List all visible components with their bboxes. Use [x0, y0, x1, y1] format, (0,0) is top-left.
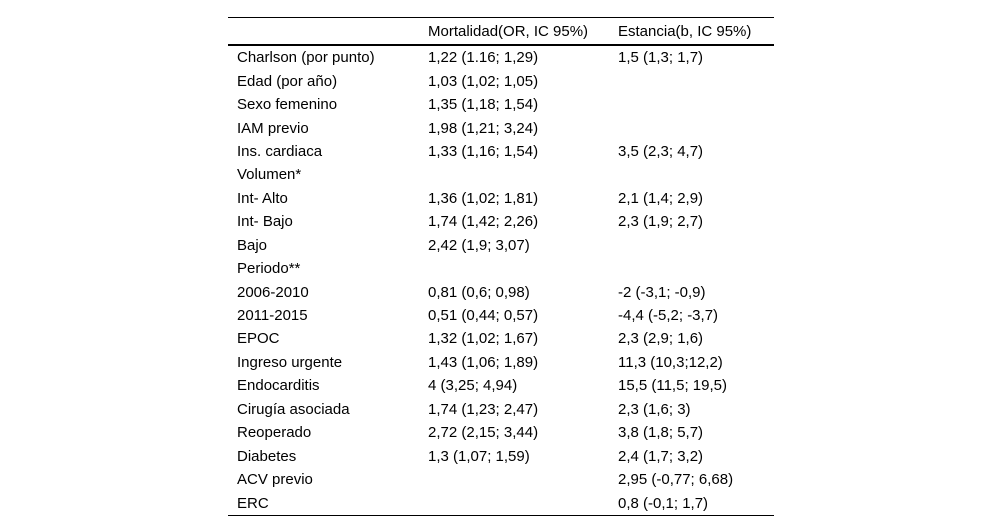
row-label: 2011-2015 — [237, 307, 308, 325]
mortalidad-value: 1,33 (1,16; 1,54) — [428, 142, 539, 160]
mortalidad-value: 1,32 (1,02; 1,67) — [428, 330, 539, 348]
estancia-value: -2 (-3,1; -0,9) — [618, 283, 706, 301]
table-row: Int- Alto 1,36 (1,02; 1,81) 2,1 (1,4; 2,… — [228, 187, 774, 210]
mortalidad-value: 1,36 (1,02; 1,81) — [428, 189, 539, 207]
table-row: Sexo femenino 1,35 (1,18; 1,54) — [228, 93, 774, 116]
mortalidad-value: 2,72 (2,15; 3,44) — [428, 424, 539, 442]
estancia-value — [618, 163, 774, 186]
row-label: Charlson (por punto) — [237, 49, 375, 67]
header-mortalidad: Mortalidad(OR, IC 95%) — [428, 22, 589, 40]
results-table: Mortalidad(OR, IC 95%) Estancia(b, IC 95… — [228, 17, 774, 516]
row-label: Volumen* — [237, 166, 302, 184]
row-label: Cirugía asociada — [237, 400, 350, 418]
estancia-value: 1,5 (1,3; 1,7) — [618, 49, 704, 67]
estancia-value — [618, 257, 774, 280]
estancia-value: 2,4 (1,7; 3,2) — [618, 447, 704, 465]
row-label: Edad (por año) — [237, 72, 338, 90]
mortalidad-value: 1,74 (1,23; 2,47) — [428, 400, 539, 418]
table-row: Ins. cardiaca 1,33 (1,16; 1,54) 3,5 (2,3… — [228, 140, 774, 163]
table-row: Charlson (por punto) 1,22 (1.16; 1,29) 1… — [228, 45, 774, 69]
table-row: IAM previo 1,98 (1,21; 3,24) — [228, 116, 774, 139]
estancia-value — [618, 116, 774, 139]
row-label: EPOC — [237, 330, 280, 348]
row-label: IAM previo — [237, 119, 309, 137]
table-row: Volumen* — [228, 163, 774, 186]
table-row: Periodo** — [228, 257, 774, 280]
table-row: Edad (por año) 1,03 (1,02; 1,05) — [228, 69, 774, 92]
table-row: ERC 0,8 (-0,1; 1,7) — [228, 491, 774, 515]
table-row: EPOC 1,32 (1,02; 1,67) 2,3 (2,9; 1,6) — [228, 327, 774, 350]
estancia-value: 0,8 (-0,1; 1,7) — [618, 494, 709, 512]
mortalidad-value — [428, 257, 618, 280]
table-row: Bajo 2,42 (1,9; 3,07) — [228, 234, 774, 257]
estancia-value — [618, 69, 774, 92]
row-label: ERC — [237, 494, 269, 512]
row-label: Sexo femenino — [237, 96, 338, 114]
mortalidad-value — [428, 468, 618, 491]
row-label: 2006-2010 — [237, 283, 309, 301]
row-label: Int- Alto — [237, 189, 288, 207]
mortalidad-value: 0,51 (0,44; 0,57) — [428, 307, 539, 325]
row-label: Bajo — [237, 236, 268, 254]
mortalidad-value — [428, 491, 618, 515]
estancia-value: 3,5 (2,3; 4,7) — [618, 142, 704, 160]
table-row: Ingreso urgente 1,43 (1,06; 1,89) 11,3 (… — [228, 351, 774, 374]
estancia-value — [618, 234, 774, 257]
table-row: 2006-2010 0,81 (0,6; 0,98) -2 (-3,1; -0,… — [228, 280, 774, 303]
mortalidad-value: 0,81 (0,6; 0,98) — [428, 283, 530, 301]
estancia-value: 15,5 (11,5; 19,5) — [618, 377, 727, 395]
estancia-value: 2,3 (1,9; 2,7) — [618, 213, 704, 231]
mortalidad-value — [428, 163, 618, 186]
estancia-value: 2,95 (-0,77; 6,68) — [618, 471, 734, 489]
estancia-value: 2,1 (1,4; 2,9) — [618, 189, 704, 207]
row-label: Diabetes — [237, 447, 297, 465]
estancia-value — [618, 93, 774, 116]
mortalidad-value: 2,42 (1,9; 3,07) — [428, 236, 530, 254]
table-row: Diabetes 1,3 (1,07; 1,59) 2,4 (1,7; 3,2) — [228, 444, 774, 467]
row-label: Ingreso urgente — [237, 353, 343, 371]
table-row: Cirugía asociada 1,74 (1,23; 2,47) 2,3 (… — [228, 398, 774, 421]
header-estancia: Estancia(b, IC 95%) — [618, 22, 752, 40]
table-row: Reoperado 2,72 (2,15; 3,44) 3,8 (1,8; 5,… — [228, 421, 774, 444]
mortalidad-value: 1,74 (1,42; 2,26) — [428, 213, 539, 231]
estancia-value: 11,3 (10,3;12,2) — [618, 353, 723, 371]
row-label: Int- Bajo — [237, 213, 293, 231]
table-row: Int- Bajo 1,74 (1,42; 2,26) 2,3 (1,9; 2,… — [228, 210, 774, 233]
table-row: Endocarditis 4 (3,25; 4,94) 15,5 (11,5; … — [228, 374, 774, 397]
header-empty-cell — [228, 18, 428, 46]
estancia-value: 3,8 (1,8; 5,7) — [618, 424, 704, 442]
mortalidad-value: 1,3 (1,07; 1,59) — [428, 447, 530, 465]
row-label: ACV previo — [237, 471, 313, 489]
mortalidad-value: 1,35 (1,18; 1,54) — [428, 96, 539, 114]
mortalidad-value: 1,22 (1.16; 1,29) — [428, 49, 539, 67]
results-table-container: Mortalidad(OR, IC 95%) Estancia(b, IC 95… — [228, 17, 774, 516]
estancia-value: 2,3 (1,6; 3) — [618, 400, 691, 418]
table-row: 2011-2015 0,51 (0,44; 0,57) -4,4 (-5,2; … — [228, 304, 774, 327]
mortalidad-value: 1,43 (1,06; 1,89) — [428, 353, 539, 371]
mortalidad-value: 1,03 (1,02; 1,05) — [428, 72, 539, 90]
row-label: Ins. cardiaca — [237, 142, 323, 160]
mortalidad-value: 4 (3,25; 4,94) — [428, 377, 518, 395]
estancia-value: 2,3 (2,9; 1,6) — [618, 330, 704, 348]
row-label: Reoperado — [237, 424, 312, 442]
mortalidad-value: 1,98 (1,21; 3,24) — [428, 119, 539, 137]
estancia-value: -4,4 (-5,2; -3,7) — [618, 307, 719, 325]
row-label: Periodo** — [237, 260, 301, 278]
row-label: Endocarditis — [237, 377, 320, 395]
table-row: ACV previo 2,95 (-0,77; 6,68) — [228, 468, 774, 491]
header-row: Mortalidad(OR, IC 95%) Estancia(b, IC 95… — [228, 18, 774, 46]
